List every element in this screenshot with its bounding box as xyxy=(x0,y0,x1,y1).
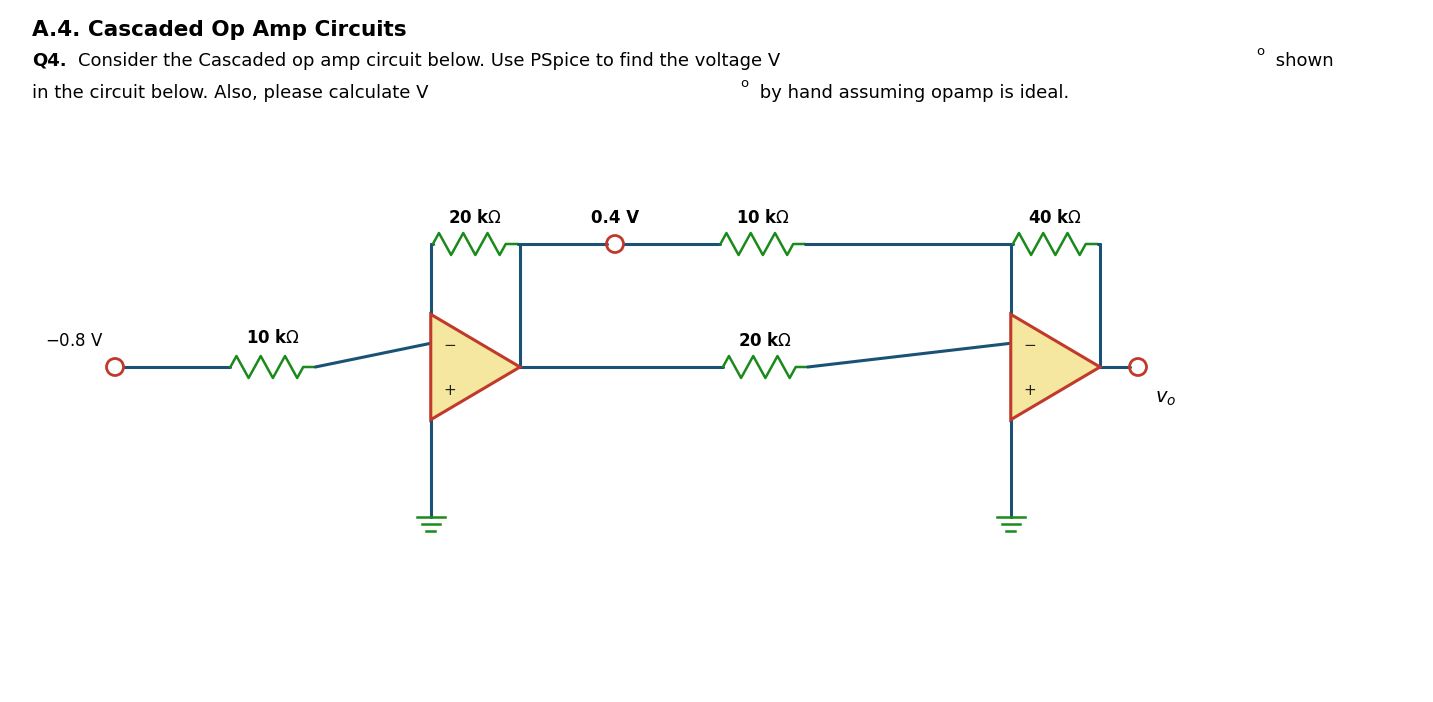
Text: $-$: $-$ xyxy=(1023,336,1036,351)
Text: A.4. Cascaded Op Amp Circuits: A.4. Cascaded Op Amp Circuits xyxy=(32,20,407,40)
Text: Consider the Cascaded op amp circuit below. Use PSpice to find the voltage V: Consider the Cascaded op amp circuit bel… xyxy=(77,52,780,70)
Text: 20 k$\Omega$: 20 k$\Omega$ xyxy=(449,209,503,227)
Text: 20 k$\Omega$: 20 k$\Omega$ xyxy=(738,332,792,350)
Text: Q4.: Q4. xyxy=(32,52,66,70)
Text: o: o xyxy=(1255,45,1264,58)
Text: $+$: $+$ xyxy=(1023,383,1036,398)
Text: 40 k$\Omega$: 40 k$\Omega$ xyxy=(1029,209,1082,227)
Text: $v_o$: $v_o$ xyxy=(1155,389,1176,408)
Text: $-0.8$ V: $-0.8$ V xyxy=(44,332,103,350)
Text: o: o xyxy=(739,77,748,90)
Text: $-$: $-$ xyxy=(443,336,456,351)
Polygon shape xyxy=(431,314,520,420)
Text: shown: shown xyxy=(1270,52,1334,70)
Text: 10 k$\Omega$: 10 k$\Omega$ xyxy=(735,209,790,227)
Polygon shape xyxy=(1010,314,1101,420)
Text: 10 k$\Omega$: 10 k$\Omega$ xyxy=(246,329,299,347)
Text: by hand assuming opamp is ideal.: by hand assuming opamp is ideal. xyxy=(754,84,1069,102)
Text: $+$: $+$ xyxy=(443,383,456,398)
Text: 0.4 V: 0.4 V xyxy=(590,209,639,227)
Text: in the circuit below. Also, please calculate V: in the circuit below. Also, please calcu… xyxy=(32,84,428,102)
